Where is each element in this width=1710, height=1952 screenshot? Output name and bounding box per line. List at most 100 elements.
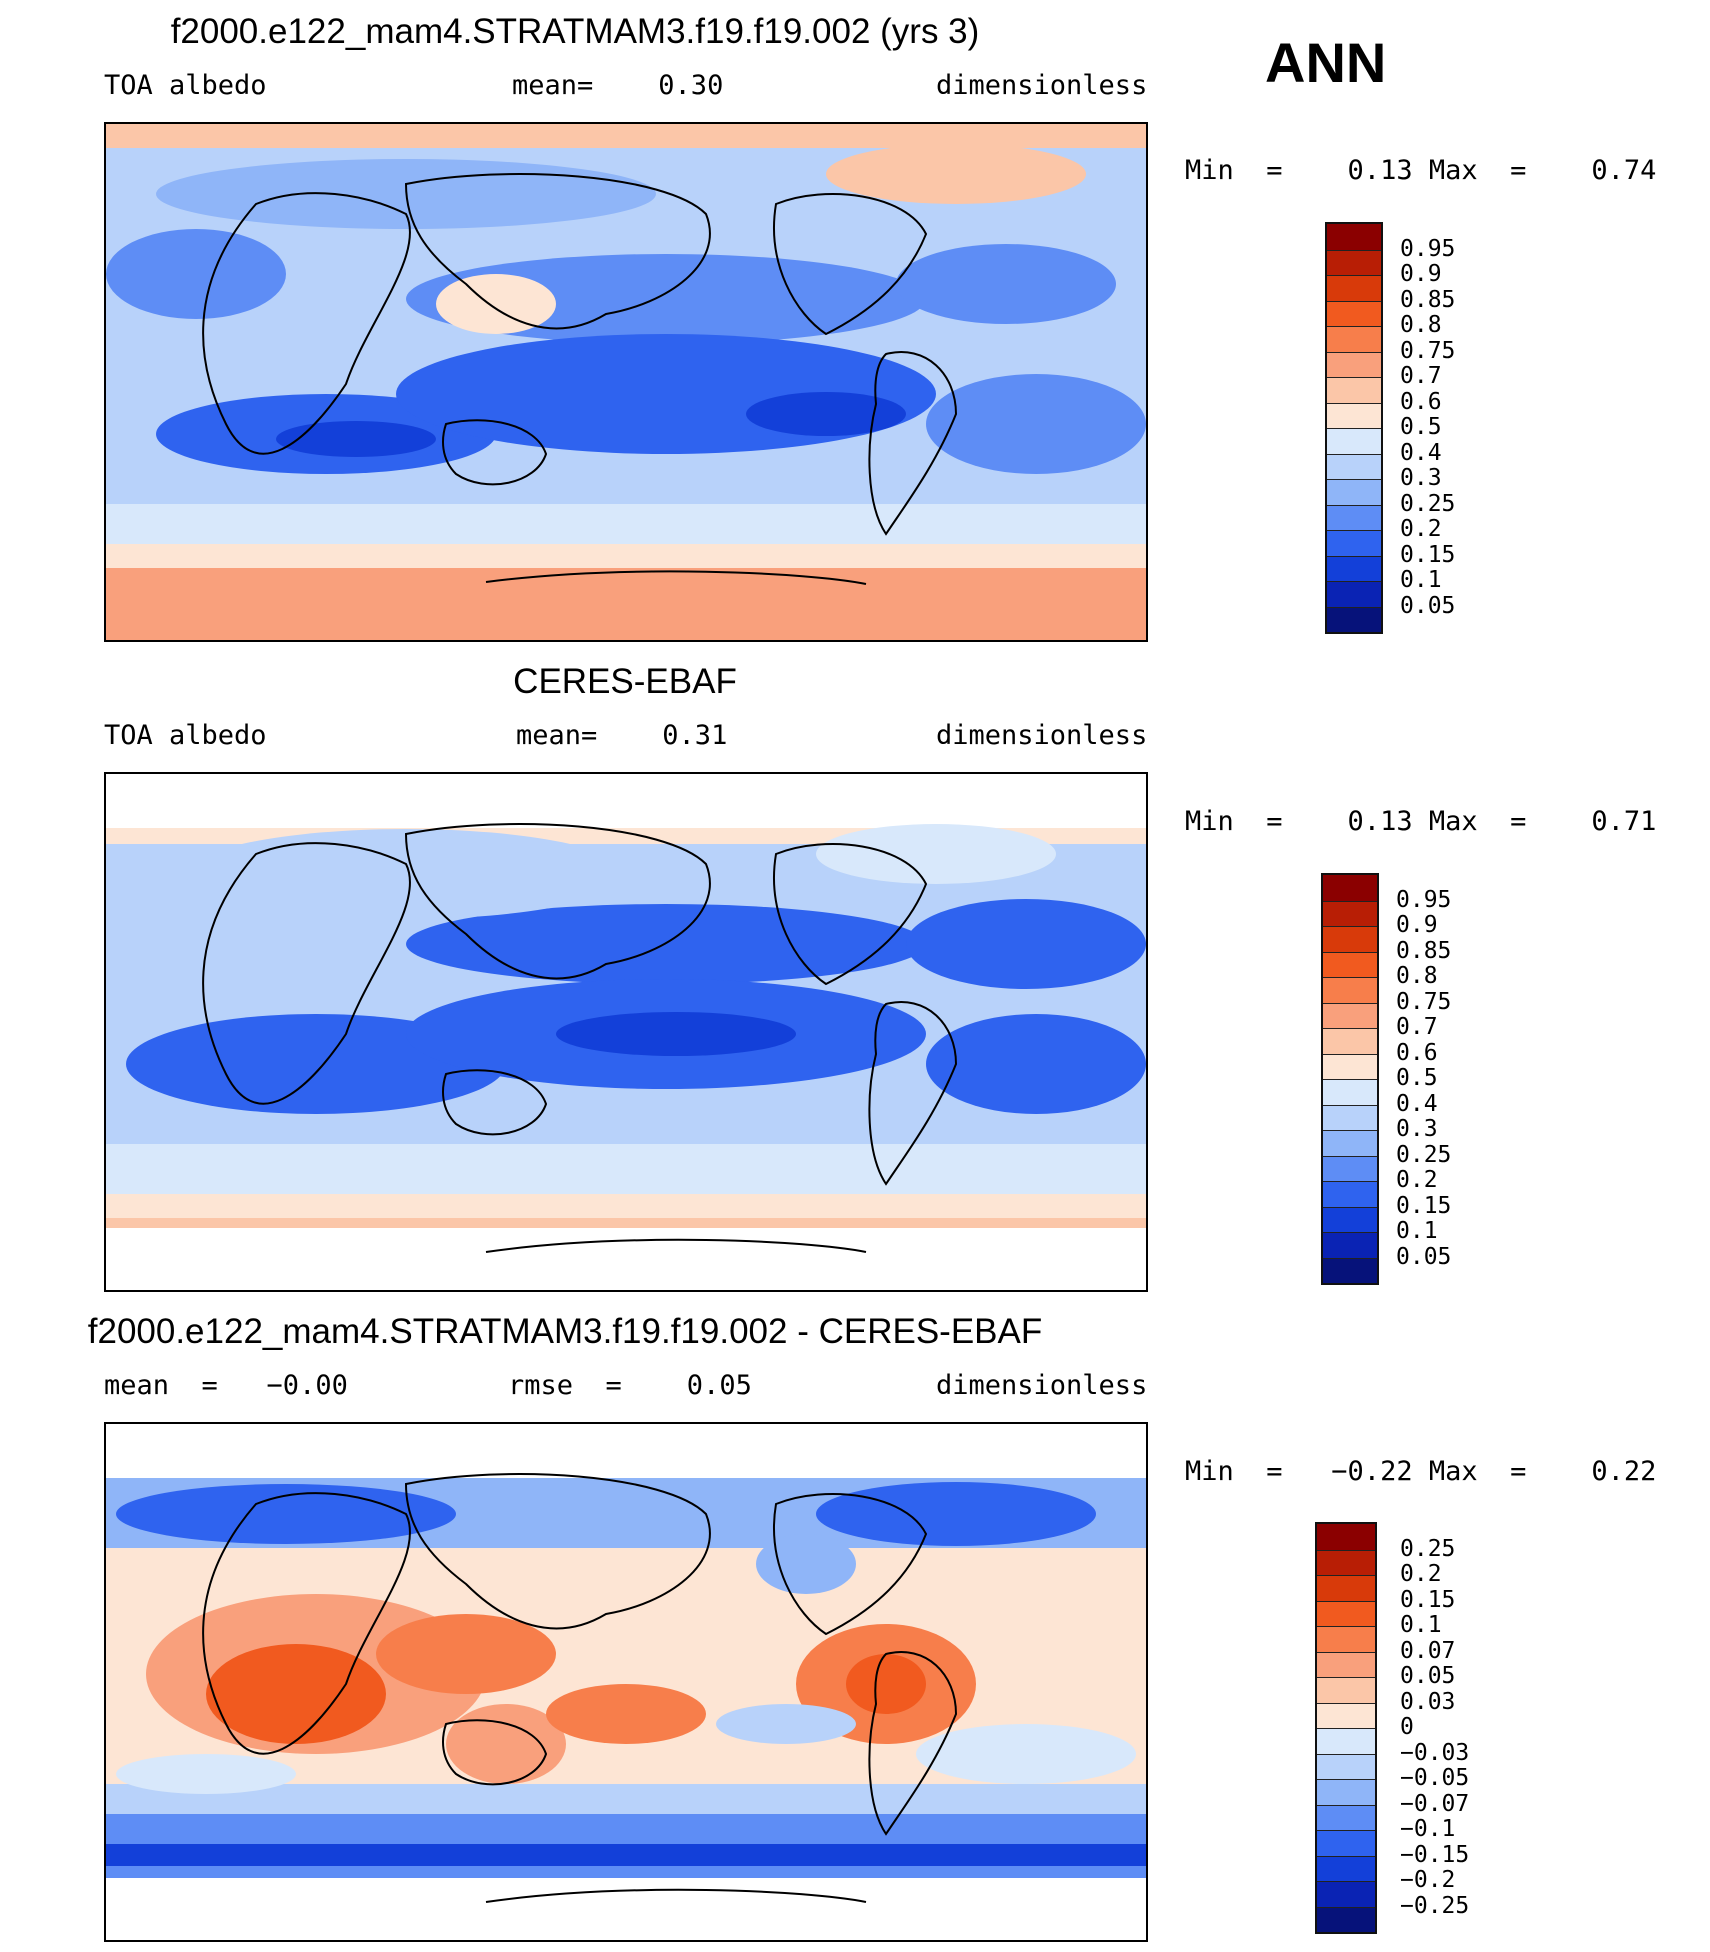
panel-2-units: dimensionless [936, 720, 1148, 751]
colorbar-cell [1327, 555, 1381, 581]
panel-1-colorbar [1325, 222, 1383, 634]
colorbar-tick-label: 0.3 [1396, 1116, 1438, 1142]
colorbar-cell [1327, 530, 1381, 556]
colorbar-cell [1323, 926, 1377, 952]
colorbar-cell [1317, 1575, 1375, 1601]
colorbar-cell [1317, 1855, 1375, 1881]
colorbar-tick-label: 0.03 [1400, 1688, 1456, 1715]
colorbar-cell [1323, 1079, 1377, 1105]
colorbar-cell [1323, 1053, 1377, 1079]
panel-3-rmse: rmse = 0.05 [508, 1370, 752, 1401]
colorbar-tick-label: 0.5 [1396, 1065, 1438, 1091]
colorbar-tick-label: 0.95 [1400, 235, 1456, 262]
panel-3-mean: mean = −0.00 [104, 1370, 348, 1401]
panel-2-variable: TOA albedo [104, 720, 267, 751]
colorbar-tick-label: 0.05 [1396, 1243, 1452, 1270]
colorbar-tick-label: 0.2 [1400, 1561, 1442, 1587]
panel-1-mean: mean= 0.30 [512, 70, 724, 101]
panel-2-mean: mean= 0.31 [516, 720, 728, 751]
colorbar-cell [1327, 479, 1381, 505]
colorbar-cell [1323, 1206, 1377, 1232]
colorbar-cell [1327, 402, 1381, 428]
colorbar-cell [1323, 1257, 1377, 1283]
colorbar-tick-label: 0.4 [1396, 1090, 1438, 1117]
panel-1-title: f2000.e122_mam4.STRATMAM3.f19.f19.002 (y… [170, 12, 980, 51]
colorbar-tick-label: 0.75 [1396, 988, 1452, 1015]
colorbar-tick-label: 0.2 [1396, 1167, 1438, 1193]
colorbar-tick-label: 0.1 [1396, 1218, 1438, 1244]
panel-2-map [104, 772, 1148, 1292]
season-label: ANN [1265, 31, 1387, 94]
colorbar-tick-label: 0.25 [1400, 490, 1456, 517]
colorbar-tick-label: 0.3 [1400, 465, 1442, 491]
panel-1-map [104, 122, 1148, 642]
panel-3-minmax: Min = −0.22 Max = 0.22 [1185, 1456, 1657, 1487]
colorbar-tick-label: 0.7 [1396, 1014, 1438, 1040]
colorbar-tick-label: 0.07 [1400, 1637, 1456, 1664]
colorbar-tick-label: 0.1 [1400, 567, 1442, 593]
colorbar-cell [1317, 1753, 1375, 1779]
colorbar-cell [1327, 581, 1381, 607]
colorbar-cell [1327, 249, 1381, 275]
colorbar-cell [1317, 1804, 1375, 1830]
colorbar-tick-label: −0.25 [1400, 1892, 1470, 1919]
colorbar-tick-label: 0.4 [1400, 439, 1442, 466]
colorbar-cell [1327, 377, 1381, 403]
colorbar-cell [1327, 300, 1381, 326]
colorbar-tick-label: 0.5 [1400, 414, 1442, 440]
colorbar-cell [1323, 1130, 1377, 1156]
colorbar-cell [1317, 1651, 1375, 1677]
colorbar-cell [1317, 1677, 1375, 1703]
colorbar-cell [1317, 1524, 1375, 1550]
colorbar-tick-label: 0.85 [1400, 286, 1456, 313]
colorbar-tick-label: −0.05 [1400, 1765, 1470, 1791]
colorbar-cell [1323, 1155, 1377, 1181]
panel-2-minmax: Min = 0.13 Max = 0.71 [1185, 806, 1657, 837]
colorbar-cell [1323, 875, 1377, 901]
colorbar-cell [1327, 453, 1381, 479]
colorbar-cell [1327, 504, 1381, 530]
colorbar-cell [1327, 428, 1381, 454]
colorbar-cell [1323, 1002, 1377, 1028]
colorbar-cell [1323, 1104, 1377, 1130]
colorbar-cell [1327, 224, 1381, 250]
colorbar-tick-label: 0.8 [1400, 312, 1442, 338]
colorbar-tick-label: 0.25 [1400, 1535, 1456, 1562]
colorbar-tick-label: −0.07 [1400, 1790, 1470, 1817]
colorbar-tick-label: 0.6 [1400, 388, 1442, 415]
colorbar-tick-label: 0.05 [1400, 592, 1456, 619]
colorbar-cell [1323, 977, 1377, 1003]
colorbar-cell [1317, 1830, 1375, 1856]
colorbar-tick-label: 0.95 [1396, 886, 1452, 913]
colorbar-cell [1317, 1600, 1375, 1626]
colorbar-tick-label: 0.8 [1396, 963, 1438, 989]
colorbar-tick-label: 0.85 [1396, 937, 1452, 964]
colorbar-cell [1327, 606, 1381, 632]
panel-3-title: f2000.e122_mam4.STRATMAM3.f19.f19.002 - … [87, 1312, 1043, 1351]
colorbar-cell [1317, 1881, 1375, 1907]
colorbar-tick-label: −0.15 [1400, 1841, 1470, 1868]
colorbar-tick-label: 0.9 [1400, 261, 1442, 287]
panel-2-title: CERES-EBAF [513, 662, 737, 701]
colorbar-cell [1327, 326, 1381, 352]
colorbar-cell [1323, 1028, 1377, 1054]
panel-2-colorbar [1321, 873, 1379, 1285]
colorbar-cell [1323, 1232, 1377, 1258]
colorbar-tick-label: 0.15 [1396, 1192, 1452, 1219]
colorbar-cell [1317, 1728, 1375, 1754]
panel-1-units: dimensionless [936, 70, 1148, 101]
panel-1-variable: TOA albedo [104, 70, 267, 101]
colorbar-cell [1327, 351, 1381, 377]
panel-3-colorbar [1315, 1522, 1377, 1934]
panel-1-minmax: Min = 0.13 Max = 0.74 [1185, 155, 1657, 186]
colorbar-cell [1327, 275, 1381, 301]
colorbar-tick-label: −0.2 [1400, 1867, 1456, 1893]
colorbar-cell [1317, 1702, 1375, 1728]
colorbar-tick-label: 0.75 [1400, 337, 1456, 364]
colorbar-tick-label: 0.1 [1400, 1612, 1442, 1638]
colorbar-cell [1323, 951, 1377, 977]
panel-3-units: dimensionless [936, 1370, 1148, 1401]
colorbar-cell [1323, 900, 1377, 926]
colorbar-cell [1323, 1181, 1377, 1207]
colorbar-tick-label: 0.6 [1396, 1039, 1438, 1066]
